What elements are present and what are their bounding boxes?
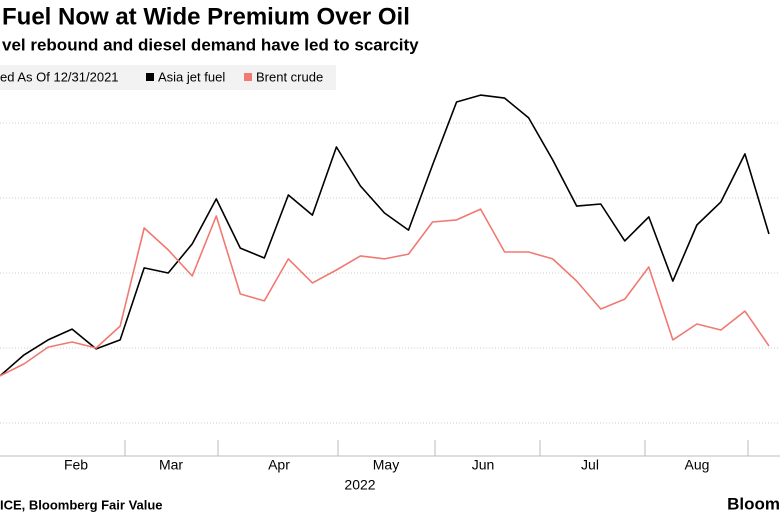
x-tick-label: Mar [159,457,183,473]
legend-swatch [244,73,252,81]
x-tick-label: Feb [64,457,88,473]
legend-swatch [146,73,154,81]
x-tick-label: Jul [581,457,599,473]
legend-label: Brent crude [256,69,323,84]
x-tick-label: Apr [268,457,290,473]
legend-label: Asia jet fuel [158,69,225,84]
x-tick-label: May [373,457,399,473]
line-series [0,208,770,377]
legend-title: ed As Of 12/31/2021 [0,69,119,84]
source: ICE, Bloomberg Fair Value [0,497,163,512]
chart-subtitle: vel rebound and diesel demand have led t… [2,35,419,54]
x-axis-year: 2022 [344,477,375,493]
logo: Bloom [727,494,780,513]
x-tick-label: Jun [472,457,495,473]
chart-title: Fuel Now at Wide Premium Over Oil [2,3,410,30]
x-tick-label: Aug [685,457,710,473]
line-series [0,94,770,377]
legend-background [0,65,336,90]
